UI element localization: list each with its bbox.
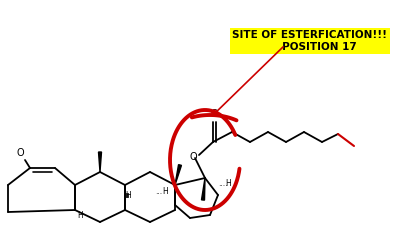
Polygon shape bbox=[175, 165, 181, 185]
Text: ....: .... bbox=[218, 178, 228, 187]
Text: O: O bbox=[189, 152, 197, 162]
Text: H: H bbox=[125, 191, 131, 200]
Text: O: O bbox=[210, 109, 218, 119]
Text: H: H bbox=[225, 178, 231, 187]
Text: H: H bbox=[77, 211, 83, 220]
Text: ...: ... bbox=[155, 187, 162, 196]
Text: H: H bbox=[162, 187, 168, 196]
Polygon shape bbox=[202, 178, 205, 200]
Text: SITE OF ESTERFICATION!!!
     POSITION 17: SITE OF ESTERFICATION!!! POSITION 17 bbox=[233, 30, 387, 52]
Text: O: O bbox=[16, 148, 24, 158]
Polygon shape bbox=[98, 152, 102, 172]
